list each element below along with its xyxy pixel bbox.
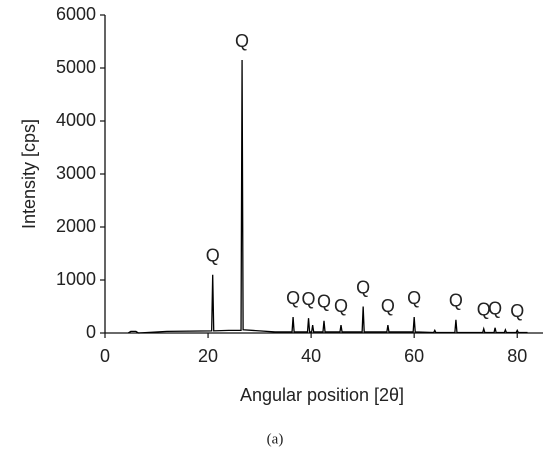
y-tick-label: 2000 (56, 216, 96, 236)
caption: (a) (267, 431, 284, 447)
peak-label: Q (477, 300, 491, 320)
peak-label: Q (302, 289, 316, 309)
peak-label: Q (206, 245, 220, 265)
peak-label: Q (510, 301, 524, 321)
peak-label: Q (334, 296, 348, 316)
x-tick-label: 20 (198, 346, 218, 366)
x-axis-label: Angular position [2θ] (240, 385, 404, 405)
x-tick-label: 80 (507, 346, 527, 366)
x-tick-label: 60 (404, 346, 424, 366)
peak-label: Q (449, 291, 463, 311)
peak-label: Q (488, 298, 502, 318)
y-tick-label: 3000 (56, 163, 96, 183)
pattern-line (127, 60, 528, 334)
y-tick-label: 4000 (56, 110, 96, 130)
y-tick-label: 0 (86, 322, 96, 342)
peak-label: Q (407, 288, 421, 308)
peak-label: Q (235, 31, 249, 51)
y-axis-label: Intensity [cps] (19, 119, 39, 229)
x-tick-label: 40 (301, 346, 321, 366)
y-tick-label: 5000 (56, 57, 96, 77)
peak-label: Q (286, 288, 300, 308)
peak-label: Q (356, 277, 370, 297)
peak-label: Q (317, 292, 331, 312)
x-tick-label: 0 (100, 346, 110, 366)
y-tick-label: 6000 (56, 4, 96, 24)
y-tick-label: 1000 (56, 269, 96, 289)
peak-label: Q (381, 296, 395, 316)
